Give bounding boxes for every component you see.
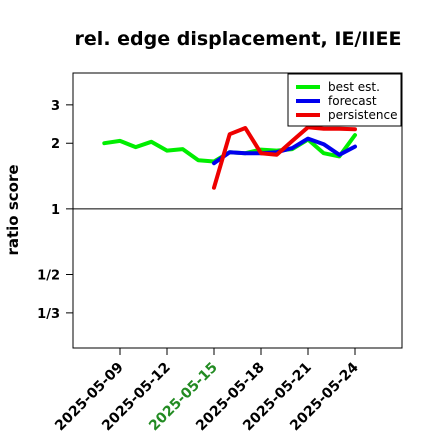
series-line-persistence [212,125,357,190]
y-tick-label: 1/2 [37,268,60,283]
y-tick-label: 2 [51,137,60,152]
y-tick-label: 3 [51,99,60,114]
legend-label: best est. [328,80,380,94]
legend-label: forecast [328,94,377,108]
y-axis-label: ratio score [4,164,22,255]
series-line-forecast [212,136,357,166]
plot-frame [72,72,403,349]
y-tick-label: 1/3 [37,307,60,322]
chart-title: rel. edge displacement, IE/IIEE [75,28,402,50]
legend-label: persistence [328,108,397,122]
y-tick-label: 1 [51,203,60,218]
